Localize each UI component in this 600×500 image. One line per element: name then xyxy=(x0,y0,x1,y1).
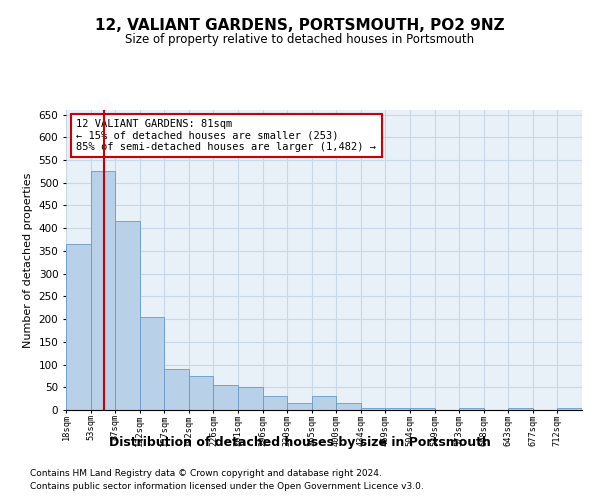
Bar xyxy=(263,396,287,410)
Bar xyxy=(238,388,263,410)
Text: 12 VALIANT GARDENS: 81sqm
← 15% of detached houses are smaller (253)
85% of semi: 12 VALIANT GARDENS: 81sqm ← 15% of detac… xyxy=(76,119,376,152)
Bar xyxy=(140,317,164,410)
Bar xyxy=(508,408,533,410)
Bar xyxy=(336,403,361,410)
Bar xyxy=(91,172,115,410)
Y-axis label: Number of detached properties: Number of detached properties xyxy=(23,172,33,348)
Bar xyxy=(361,408,385,410)
Bar xyxy=(557,408,582,410)
Bar xyxy=(410,408,434,410)
Text: Contains public sector information licensed under the Open Government Licence v3: Contains public sector information licen… xyxy=(30,482,424,491)
Bar xyxy=(164,369,189,410)
Text: Size of property relative to detached houses in Portsmouth: Size of property relative to detached ho… xyxy=(125,32,475,46)
Bar xyxy=(459,408,484,410)
Bar xyxy=(312,396,336,410)
Bar xyxy=(385,408,410,410)
Text: Contains HM Land Registry data © Crown copyright and database right 2024.: Contains HM Land Registry data © Crown c… xyxy=(30,468,382,477)
Text: Distribution of detached houses by size in Portsmouth: Distribution of detached houses by size … xyxy=(109,436,491,449)
Bar xyxy=(214,385,238,410)
Bar xyxy=(287,403,312,410)
Text: 12, VALIANT GARDENS, PORTSMOUTH, PO2 9NZ: 12, VALIANT GARDENS, PORTSMOUTH, PO2 9NZ xyxy=(95,18,505,32)
Bar xyxy=(189,376,214,410)
Bar xyxy=(66,244,91,410)
Bar xyxy=(115,222,140,410)
